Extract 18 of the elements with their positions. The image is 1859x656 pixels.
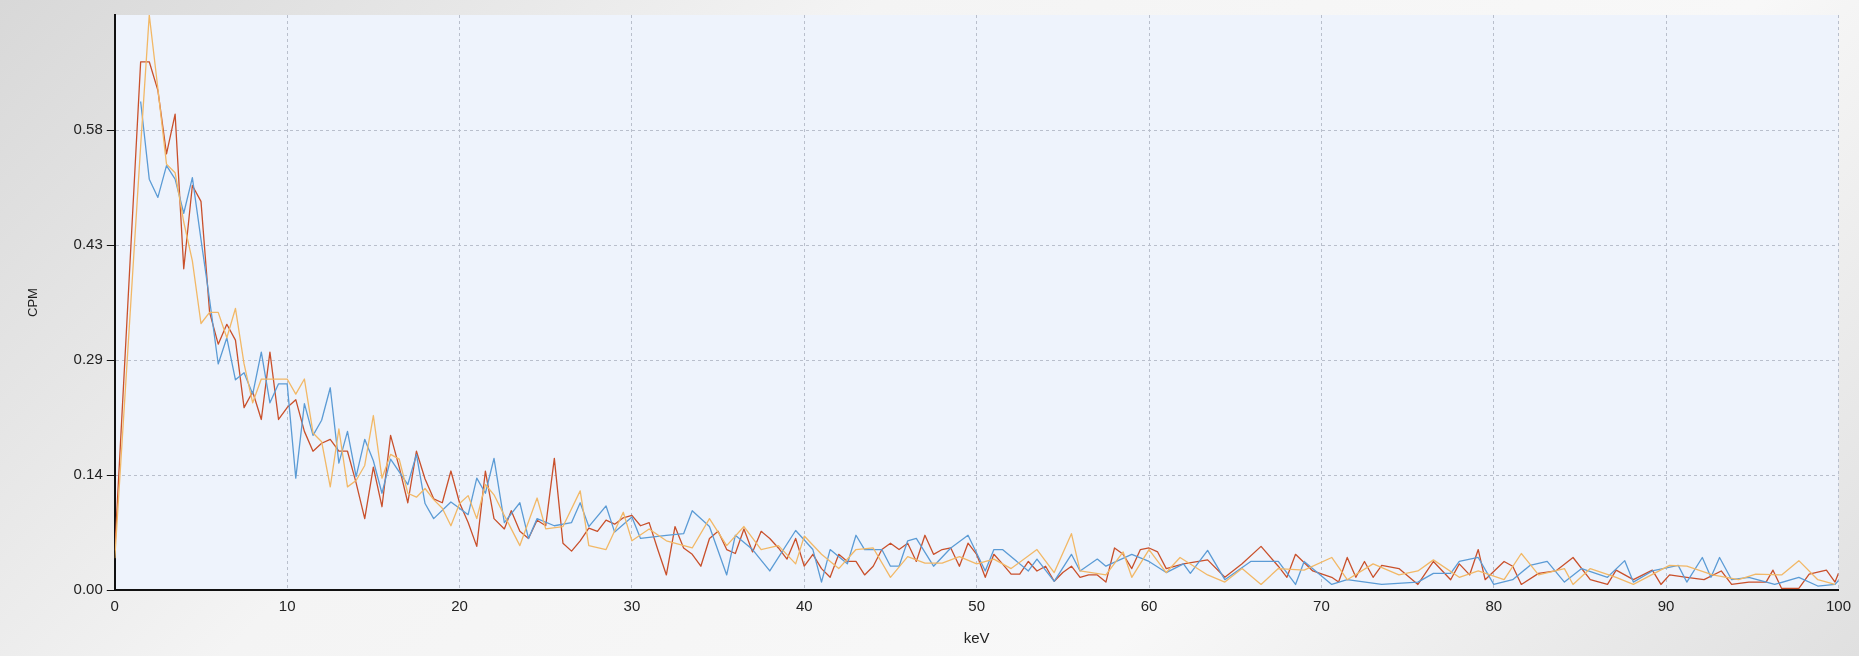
x-tick-label: 0	[110, 597, 119, 615]
x-tick-label: 20	[451, 597, 468, 615]
y-tick-label: 0.43	[73, 235, 103, 253]
x-tick-label: 40	[795, 597, 813, 615]
y-tick-label: 0.14	[73, 465, 103, 483]
x-tick-label: 10	[278, 597, 296, 615]
x-tick-label: 30	[623, 597, 641, 615]
y-axis-title: CPM	[25, 288, 41, 317]
x-tick-label: 60	[1140, 597, 1158, 615]
y-tick-label: 0.29	[73, 350, 103, 368]
x-tick-label: 90	[1657, 597, 1675, 615]
y-tick-label: 0.58	[73, 120, 103, 138]
x-tick-label: 70	[1313, 597, 1330, 615]
x-axis-title: keV	[963, 629, 990, 647]
x-tick-label: 50	[968, 597, 985, 615]
x-tick-label: 80	[1485, 597, 1503, 615]
x-tick-label: 100	[1825, 597, 1851, 615]
y-tick-label: 0.00	[73, 580, 103, 598]
